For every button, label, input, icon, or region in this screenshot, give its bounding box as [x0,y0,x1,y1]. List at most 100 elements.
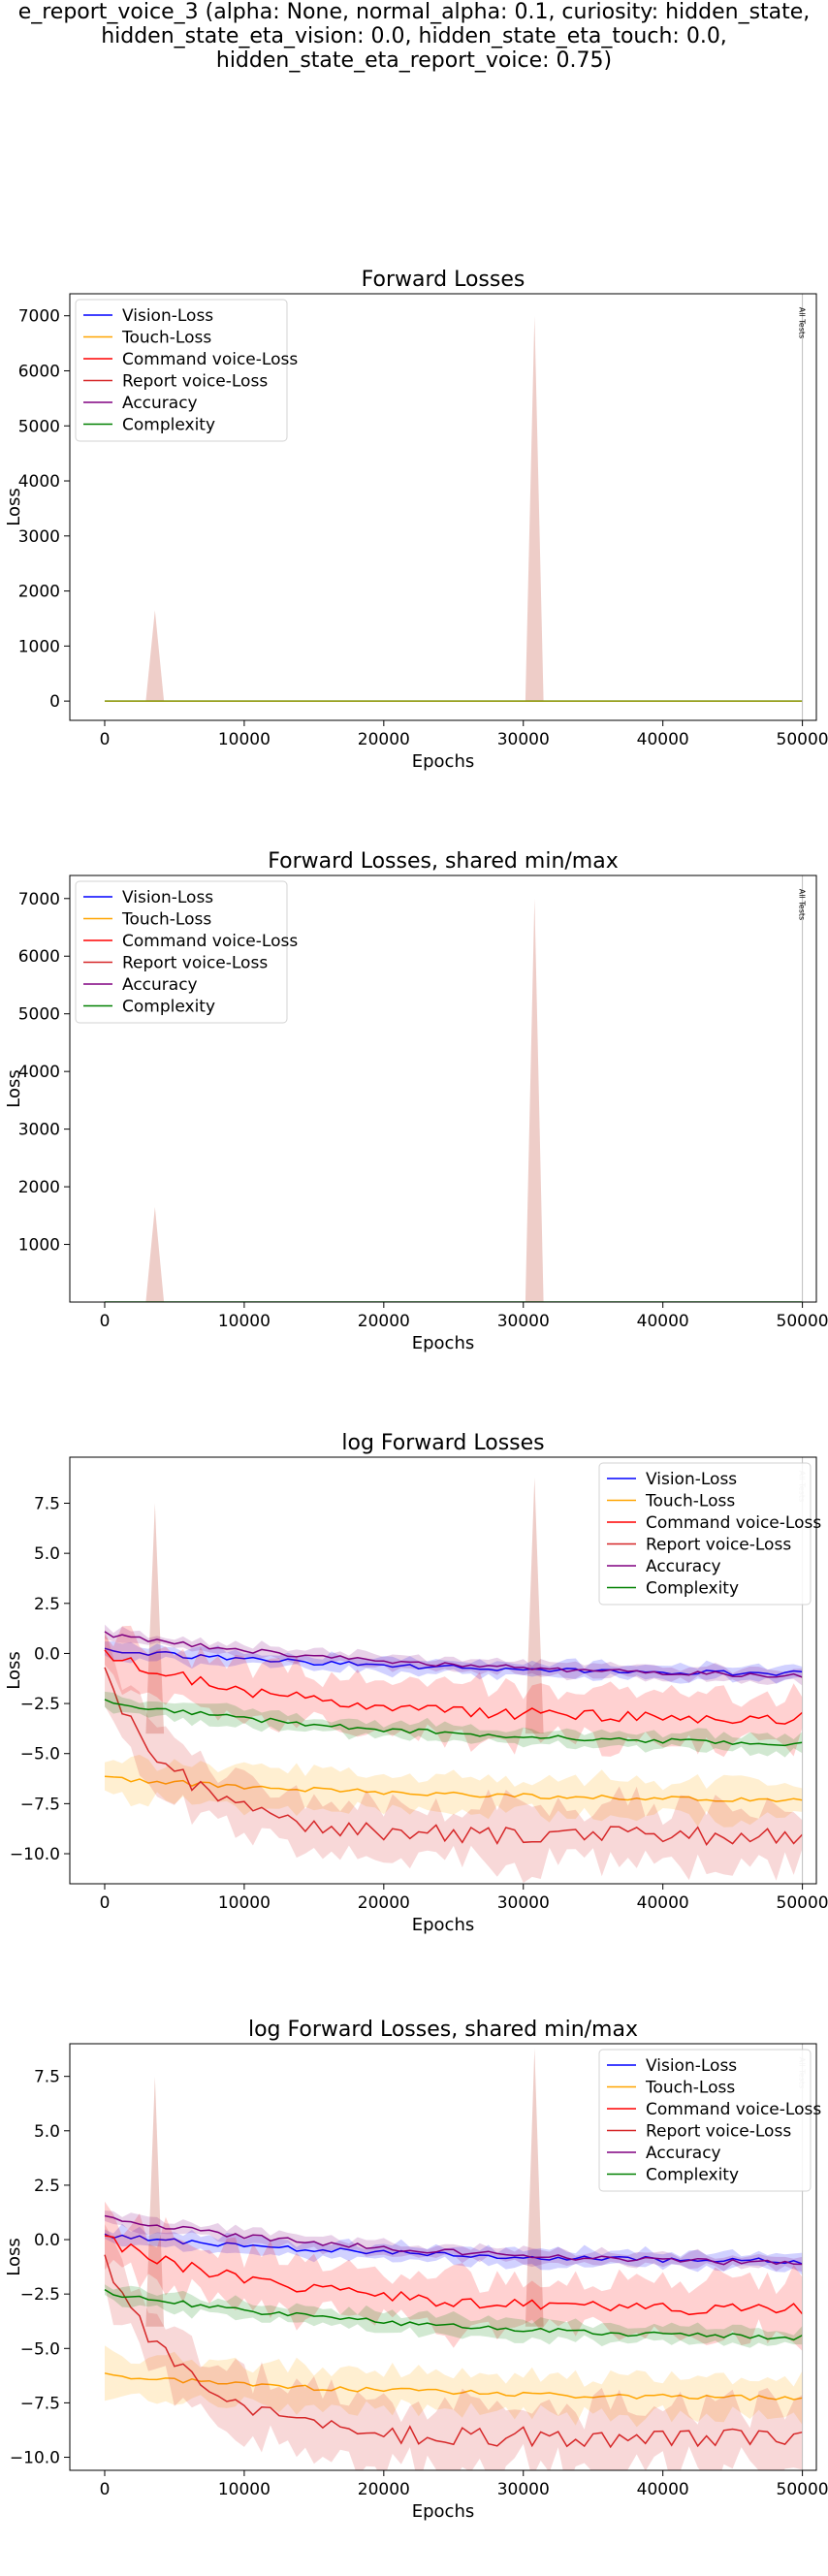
y-tick-label: −5.0 [20,2339,60,2359]
x-tick-label: 50000 [777,1312,828,1331]
legend-label-accuracy: Accuracy [646,1557,721,1576]
x-tick-label: 30000 [497,2480,550,2499]
figure-suptitle: e_report_voice_3 (alpha: None, normal_al… [0,0,828,73]
legend-label-vision-loss: Vision-Loss [122,306,213,326]
y-tick-label: 5000 [18,1005,60,1025]
y-axis-label: Loss [4,1651,24,1689]
y-tick-label: −2.5 [20,1695,60,1714]
x-tick-label: 10000 [218,730,271,749]
legend-label-command-voice-loss: Command voice-Loss [122,350,298,369]
x-tick-label: 40000 [637,2480,689,2499]
spike-band-1 [145,1207,164,1302]
all-tests-marker-label: All Tests [798,889,807,920]
y-tick-label: −10.0 [10,2449,60,2468]
y-tick-label: 1000 [18,637,60,656]
legend-label-touch-loss: Touch-Loss [645,2079,735,2098]
legend-label-vision-loss: Vision-Loss [646,1470,737,1489]
legend-label-report-voice-loss: Report voice-Loss [646,1536,791,1555]
x-tick-label: 0 [100,2480,111,2499]
legend-label-command-voice-loss: Command voice-Loss [646,1513,821,1533]
y-axis-label: Loss [4,1069,24,1107]
y-tick-label: −7.5 [20,1795,60,1814]
legend-label-accuracy: Accuracy [646,2144,721,2163]
y-tick-label: 0.0 [34,1644,60,1664]
x-tick-label: 40000 [637,1312,689,1331]
legend-label-vision-loss: Vision-Loss [122,888,213,907]
legend: Vision-Loss Touch-Loss Command voice-Loss R… [599,1463,821,1605]
legend: Vision-Loss Touch-Loss Command voice-Loss R… [76,881,298,1023]
legend-label-accuracy: Accuracy [122,394,198,413]
y-tick-label: 7000 [18,890,60,909]
x-tick-label: 20000 [358,730,410,749]
y-tick-label: 2000 [18,583,60,602]
spike-band-1 [145,2077,164,2327]
legend-label-report-voice-loss: Report voice-Loss [122,954,268,973]
y-tick-label: 5.0 [34,1544,60,1564]
x-tick-label: 30000 [497,1312,550,1331]
spike-band-2 [525,899,544,1302]
x-axis-label: Epochs [412,1915,475,1935]
all-tests-marker-label: All Tests [798,307,807,338]
legend-label-complexity: Complexity [646,1579,739,1599]
legend: Vision-Loss Touch-Loss Command voice-Loss R… [599,2050,821,2191]
x-tick-label: 50000 [777,1893,828,1913]
x-axis-label: Epochs [412,1333,475,1353]
chart-title: log Forward Losses, shared min/max [248,2018,638,2042]
chart-forward-losses-shared: Forward Losses, shared min/max All Tests 0… [0,843,828,1386]
x-axis-label: Epochs [412,2501,475,2522]
legend-label-complexity: Complexity [646,2166,739,2185]
y-tick-label: 5000 [18,417,60,436]
legend-label-touch-loss: Touch-Loss [121,329,211,348]
chart-title: Forward Losses [362,268,525,292]
x-tick-label: 40000 [637,730,689,749]
suptitle-line-3: hidden_state_eta_report_voice: 0.75) [0,48,828,73]
y-tick-label: 4000 [18,1063,60,1082]
x-tick-label: 50000 [777,730,828,749]
legend-label-touch-loss: Touch-Loss [121,910,211,930]
legend-label-report-voice-loss: Report voice-Loss [646,2122,791,2142]
y-tick-label: 2000 [18,1178,60,1197]
x-tick-label: 10000 [218,2480,271,2499]
x-tick-label: 0 [100,1893,111,1913]
legend-label-complexity: Complexity [122,416,215,435]
x-tick-label: 0 [100,730,111,749]
y-tick-label: 7000 [18,307,60,327]
legend-label-report-voice-loss: Report voice-Loss [122,372,268,392]
y-tick-label: 7.5 [34,1495,60,1514]
y-tick-label: 2.5 [34,1595,60,1614]
y-tick-label: 4000 [18,472,60,492]
y-tick-label: 6000 [18,947,60,967]
y-tick-label: −2.5 [20,2285,60,2305]
y-axis-label: Loss [4,2238,24,2275]
chart-title: log Forward Losses [341,1431,544,1455]
spike-band-2 [525,316,544,701]
legend-label-command-voice-loss: Command voice-Loss [122,932,298,951]
legend-label-command-voice-loss: Command voice-Loss [646,2100,821,2119]
legend-label-complexity: Complexity [122,998,215,1017]
x-tick-label: 30000 [497,1893,550,1913]
y-tick-label: 5.0 [34,2122,60,2142]
x-tick-label: 40000 [637,1893,689,1913]
chart-forward-losses: Forward Losses All Tests 0 10000 20000 30000 4… [0,262,828,805]
y-tick-label: 0.0 [34,2231,60,2250]
x-tick-label: 30000 [497,730,550,749]
y-tick-label: 6000 [18,362,60,381]
y-tick-label: 1000 [18,1236,60,1256]
legend: Vision-Loss Touch-Loss Command voice-Loss R… [76,300,298,441]
legend-label-accuracy: Accuracy [122,975,198,995]
y-tick-label: −10.0 [10,1845,60,1864]
x-axis-label: Epochs [412,751,475,772]
x-tick-label: 10000 [218,1893,271,1913]
y-tick-label: 7.5 [34,2068,60,2087]
legend-label-touch-loss: Touch-Loss [645,1492,735,1511]
y-tick-label: −5.0 [20,1745,60,1765]
y-tick-label: −7.5 [20,2394,60,2413]
y-axis-label: Loss [4,488,24,525]
x-tick-label: 20000 [358,1312,410,1331]
x-tick-label: 20000 [358,1893,410,1913]
x-tick-label: 50000 [777,2480,828,2499]
spike-band-1 [145,611,164,702]
legend-label-vision-loss: Vision-Loss [646,2056,737,2076]
x-tick-label: 20000 [358,2480,410,2499]
